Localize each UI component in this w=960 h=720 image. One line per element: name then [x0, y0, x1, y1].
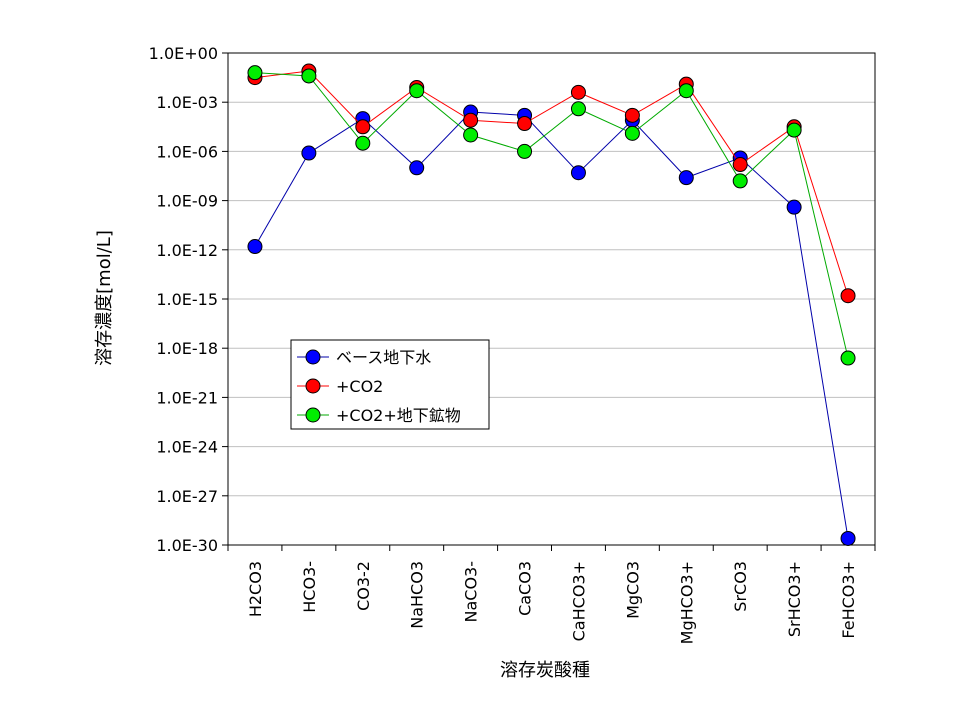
- data-point: [463, 127, 479, 143]
- data-point: [409, 160, 425, 176]
- x-tick-label: SrHCO3+: [785, 561, 804, 637]
- legend-box: [290, 339, 490, 430]
- data-point: [355, 119, 371, 135]
- y-axis-ticks: 1.0E+00 1.0E-03 1.0E-06 1.0E-09 1.0E-12 1.0E-…: [149, 44, 228, 555]
- x-tick-label: SrCO3: [731, 561, 750, 612]
- data-point: [517, 143, 533, 159]
- data-point: [409, 83, 425, 99]
- series-line: [254, 72, 849, 359]
- series-line: [254, 111, 849, 539]
- y-tick-label: 1.0E-06: [156, 142, 218, 161]
- x-tick-label: H2CO3: [246, 561, 265, 617]
- y-tick-label: 1.0E-03: [156, 93, 218, 112]
- x-tick-label: CaHCO3+: [569, 561, 588, 641]
- x-axis-title: 溶存炭酸種: [500, 660, 590, 681]
- x-axis-ticks: H2CO3 HCO3- CO3-2 NaHCO3 NaCO3- CaCO3 CaHCO3+ M…: [227, 545, 876, 644]
- data-point: [355, 135, 371, 151]
- legend-marker: [305, 378, 321, 394]
- data-point: [301, 68, 317, 84]
- x-tick-label: MgHCO3+: [677, 561, 696, 644]
- y-axis-title: 溶存濃度[mol/L]: [94, 230, 115, 366]
- data-point: [517, 116, 533, 132]
- data-point: [247, 65, 263, 81]
- data-point: [786, 199, 802, 215]
- x-tick-label: NaCO3-: [462, 561, 481, 623]
- series-line: [254, 70, 849, 296]
- data-point: [570, 101, 586, 117]
- x-tick-label: HCO3-: [300, 561, 319, 613]
- y-tick-label: 1.0E+00: [149, 44, 218, 63]
- data-point: [678, 170, 694, 186]
- y-tick-label: 1.0E-15: [156, 290, 218, 309]
- data-point: [840, 288, 856, 304]
- data-point: [786, 122, 802, 138]
- x-tick-label: CO3-2: [354, 561, 373, 611]
- x-tick-label: CaCO3: [516, 561, 535, 616]
- legend-label: +CO2+地下鉱物: [336, 406, 461, 425]
- legend-marker: [305, 349, 321, 365]
- data-point: [732, 157, 748, 173]
- data-point: [247, 239, 263, 255]
- data-point: [678, 83, 694, 99]
- y-tick-label: 1.0E-18: [156, 339, 218, 358]
- grid-lines: [228, 101, 875, 497]
- data-point: [463, 112, 479, 128]
- y-tick-label: 1.0E-21: [156, 388, 218, 407]
- data-point: [301, 145, 317, 161]
- data-point: [732, 173, 748, 189]
- legend-label: +CO2: [336, 377, 383, 396]
- series-0: [247, 104, 856, 546]
- data-point: [624, 125, 640, 141]
- y-tick-label: 1.0E-27: [156, 487, 218, 506]
- data-point: [840, 350, 856, 366]
- series-layer: [247, 63, 856, 546]
- series-2: [247, 65, 856, 366]
- y-tick-label: 1.0E-09: [156, 192, 218, 211]
- data-point: [570, 165, 586, 181]
- y-tick-label: 1.0E-30: [156, 536, 218, 555]
- data-point: [570, 84, 586, 100]
- legend-marker: [305, 407, 321, 423]
- legend: ベース地下水 +CO2 +CO2+地下鉱物: [290, 339, 490, 430]
- x-tick-label: NaHCO3: [408, 561, 427, 629]
- series-1: [247, 63, 856, 304]
- data-point: [624, 107, 640, 123]
- x-tick-label: FeHCO3+: [839, 561, 858, 639]
- y-tick-label: 1.0E-12: [156, 241, 218, 260]
- x-tick-label: MgCO3: [623, 561, 642, 619]
- legend-label: ベース地下水: [336, 348, 431, 367]
- y-tick-label: 1.0E-24: [156, 438, 218, 457]
- data-point: [840, 530, 856, 546]
